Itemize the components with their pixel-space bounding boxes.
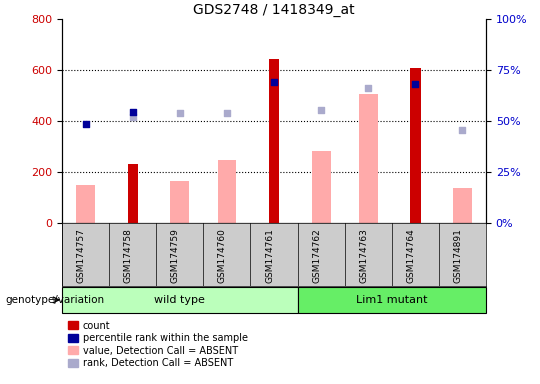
Text: GSM174763: GSM174763 bbox=[359, 228, 368, 283]
Point bbox=[364, 85, 373, 91]
Bar bbox=[410, 68, 421, 223]
Bar bbox=[298, 287, 486, 313]
Point bbox=[458, 127, 467, 133]
Text: GSM174758: GSM174758 bbox=[124, 228, 133, 283]
Point bbox=[222, 110, 231, 116]
Text: genotype/variation: genotype/variation bbox=[5, 295, 105, 305]
Bar bbox=[218, 161, 237, 223]
Text: GSM174761: GSM174761 bbox=[265, 228, 274, 283]
Point bbox=[176, 110, 184, 116]
Bar bbox=[453, 189, 472, 223]
Bar bbox=[62, 287, 298, 313]
Title: GDS2748 / 1418349_at: GDS2748 / 1418349_at bbox=[193, 3, 355, 17]
Text: GSM174891: GSM174891 bbox=[454, 228, 462, 283]
Bar bbox=[76, 185, 95, 223]
Bar bbox=[127, 164, 138, 223]
Text: GSM174762: GSM174762 bbox=[312, 228, 321, 283]
Bar bbox=[171, 181, 190, 223]
Text: GSM174764: GSM174764 bbox=[406, 228, 415, 283]
Text: GSM174757: GSM174757 bbox=[77, 228, 86, 283]
Bar bbox=[312, 152, 330, 223]
Legend: count, percentile rank within the sample, value, Detection Call = ABSENT, rank, : count, percentile rank within the sample… bbox=[67, 320, 248, 369]
Bar bbox=[269, 59, 279, 223]
Point bbox=[129, 114, 137, 120]
Text: wild type: wild type bbox=[154, 295, 205, 305]
Text: GSM174760: GSM174760 bbox=[218, 228, 227, 283]
Point bbox=[317, 106, 326, 113]
Point bbox=[411, 81, 420, 87]
Text: GSM174759: GSM174759 bbox=[171, 228, 180, 283]
Bar bbox=[359, 94, 377, 223]
Text: Lim1 mutant: Lim1 mutant bbox=[356, 295, 428, 305]
Point bbox=[129, 109, 137, 115]
Point bbox=[82, 121, 90, 127]
Point bbox=[269, 78, 279, 84]
